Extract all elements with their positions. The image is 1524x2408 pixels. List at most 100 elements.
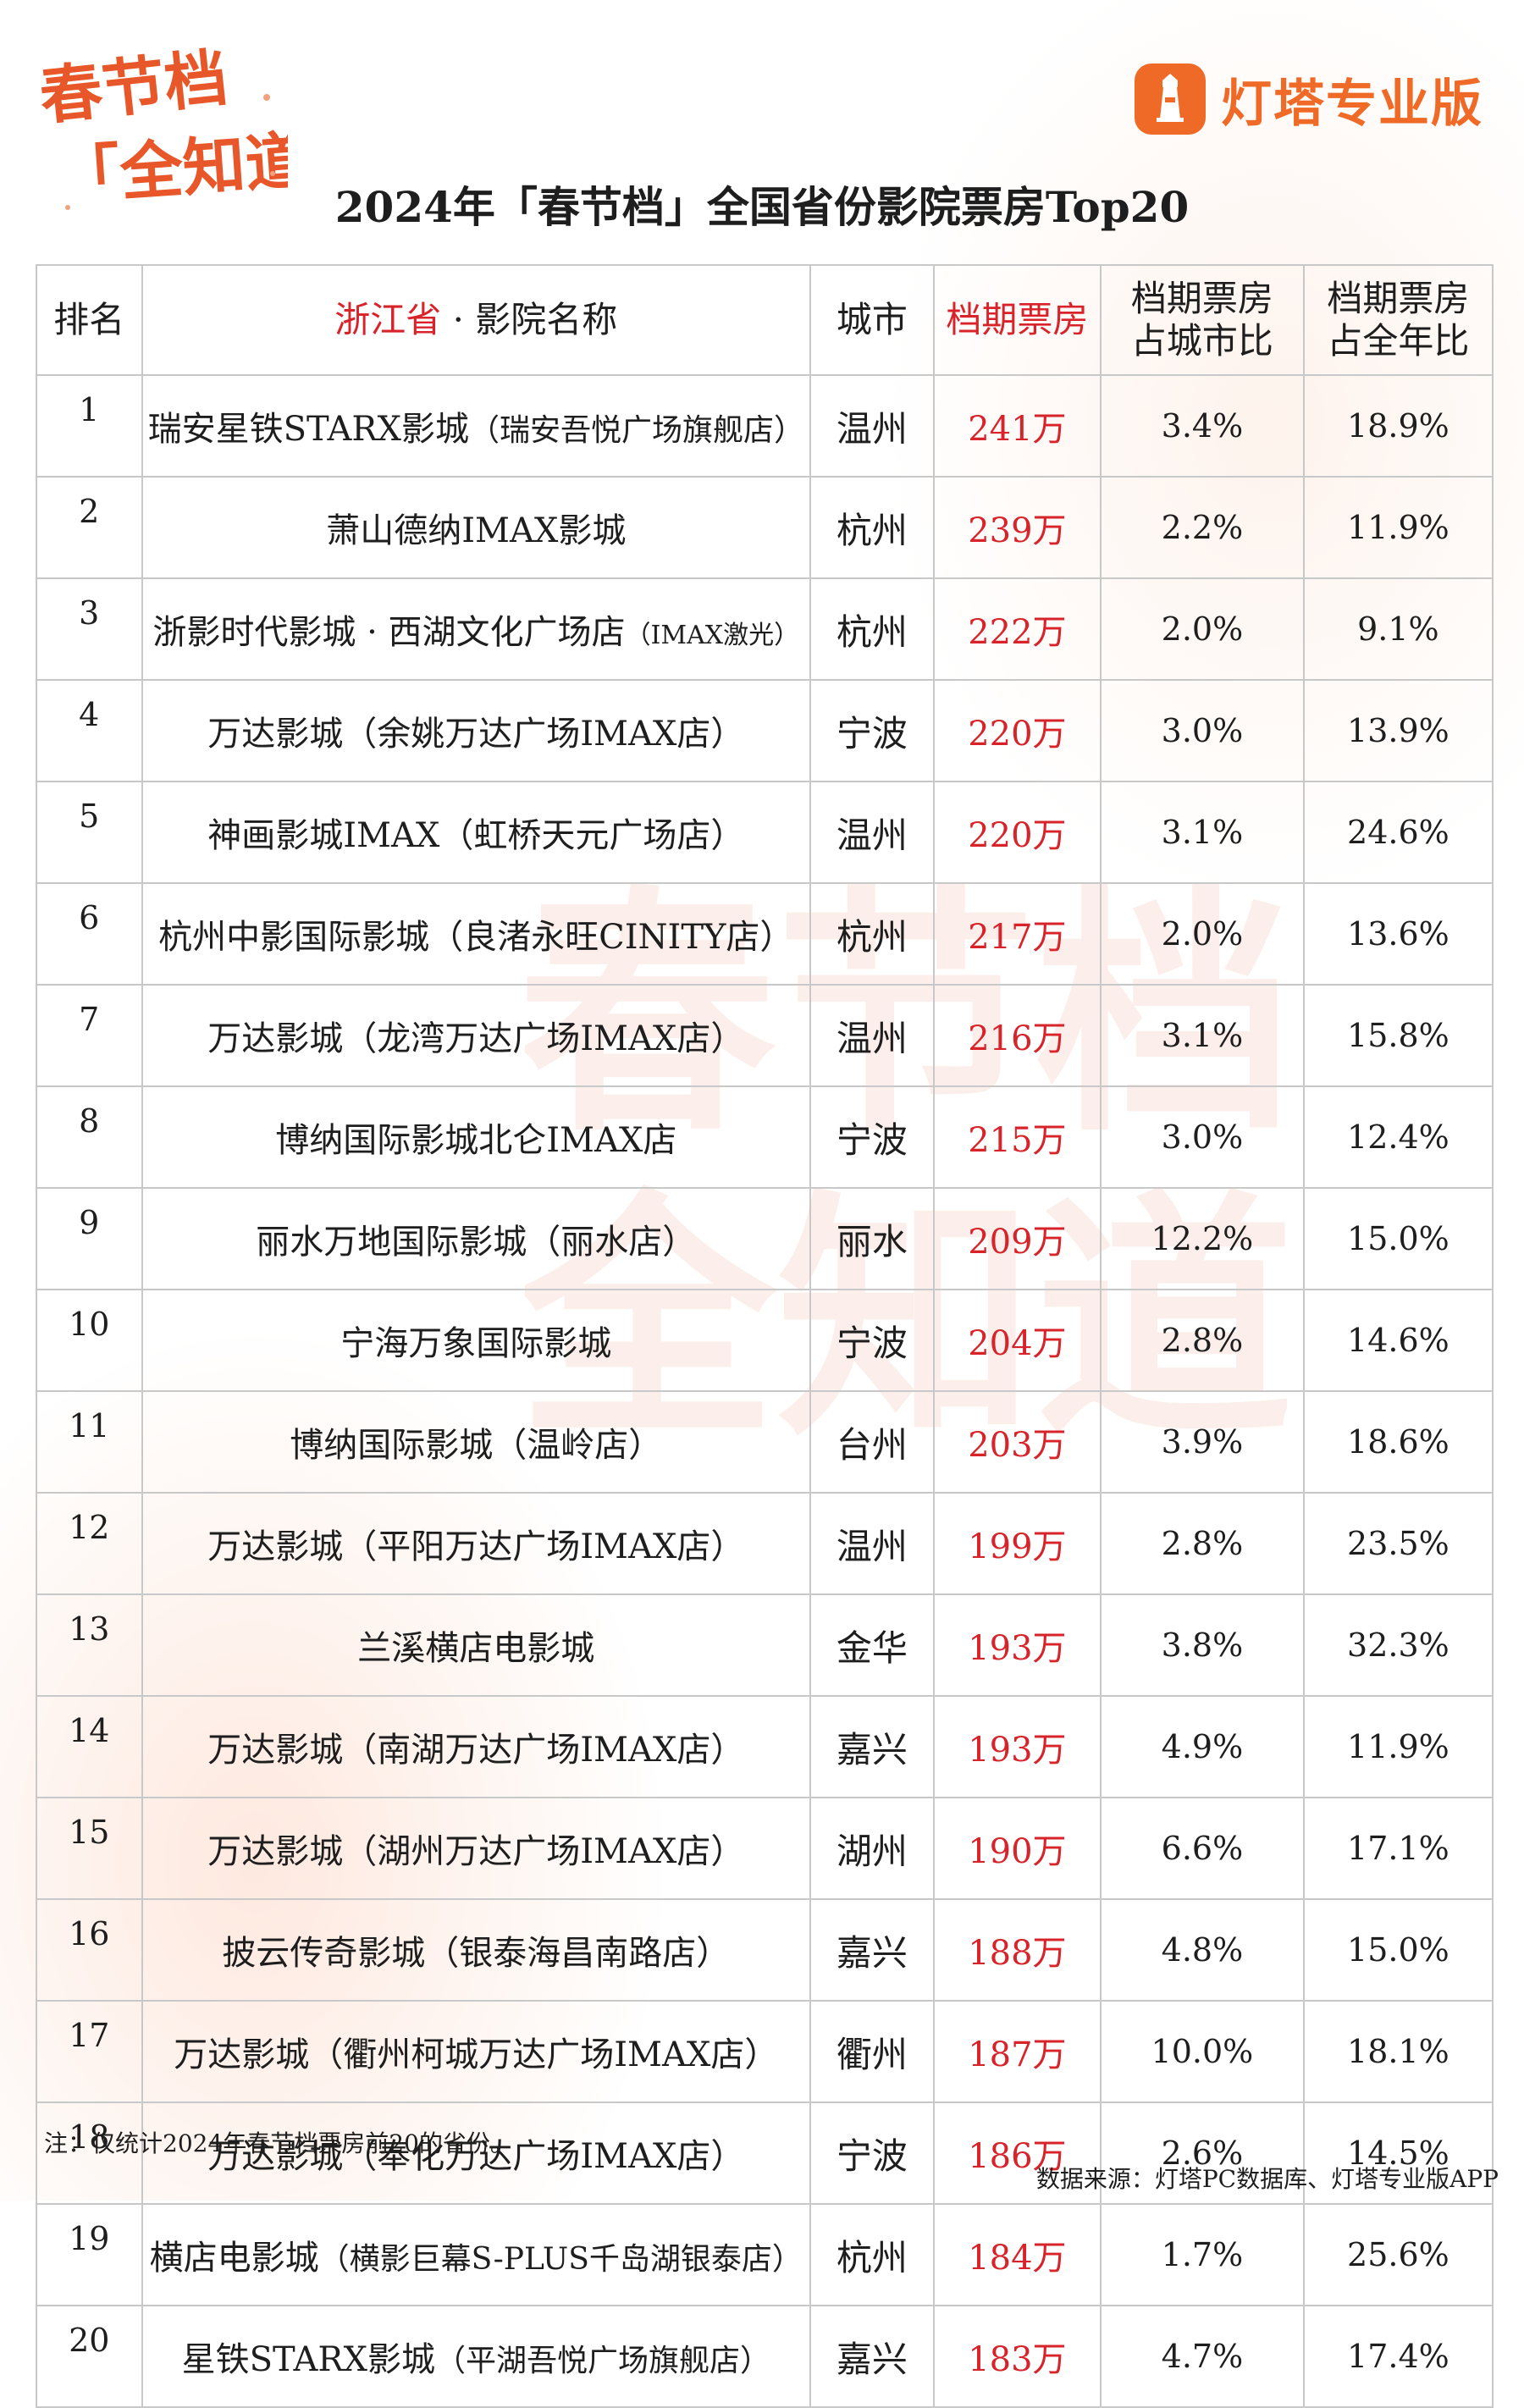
cell-rank: 18 xyxy=(36,2101,143,2205)
cell-year-share: 18.9% xyxy=(1302,374,1494,478)
cinema-name-main: 博纳国际影城北仑IMAX店 xyxy=(275,1121,677,1160)
table-body: 1 瑞安星铁STARX影城（瑞安吾悦广场旗舰店） 温州 241万 3.4% 18.9% 2 萧… xyxy=(36,374,1494,2408)
cinema-name-sub: （瑞安吾悦广场旗舰店） xyxy=(468,413,804,448)
cinema-name-main: 浙影时代影城 · 西湖文化广场店 xyxy=(152,613,626,652)
data-source: 数据来源：灯塔PC数据库、灯塔专业版APP xyxy=(1035,2165,1499,2193)
cell-city-share: 1.7% xyxy=(1100,2203,1305,2306)
cell-year-share: 15.0% xyxy=(1302,1187,1494,1290)
cinema-name-main: 丽水万地国际影城（丽水店） xyxy=(256,1223,697,1262)
cell-cinema-name: 萧山德纳IMAX影城 xyxy=(141,476,812,579)
cell-rank: 4 xyxy=(36,679,143,782)
cell-city: 杭州 xyxy=(809,476,935,579)
cell-city-share: 2.2% xyxy=(1100,476,1305,579)
cell-rank: 20 xyxy=(36,2305,143,2408)
cell-city: 金华 xyxy=(809,1593,935,1697)
header-city-share: 档期票房 占城市比 xyxy=(1100,264,1305,376)
cell-city: 宁波 xyxy=(809,679,935,782)
table-row: 10 宁海万象国际影城 宁波 204万 2.8% 14.6% xyxy=(36,1289,1494,1392)
cell-city: 丽水 xyxy=(809,1187,935,1290)
cinema-name-sub: （横影巨幕S-PLUS千岛湖银泰店） xyxy=(318,2242,803,2277)
cell-rank: 19 xyxy=(36,2203,143,2306)
table-row: 14 万达影城（南湖万达广场IMAX店） 嘉兴 193万 4.9% 11.9% xyxy=(36,1695,1494,1798)
cell-box-office: 220万 xyxy=(932,679,1102,782)
cell-city-share: 3.0% xyxy=(1100,1085,1305,1189)
cell-cinema-name: 披云传奇影城（银泰海昌南路店） xyxy=(141,1898,812,2002)
cell-city-share: 4.7% xyxy=(1100,2305,1305,2408)
table-row: 3 浙影时代影城 · 西湖文化广场店（IMAX激光） 杭州 222万 2.0% 9.1% xyxy=(36,577,1494,681)
cell-cinema-name: 万达影城（南湖万达广场IMAX店） xyxy=(141,1695,812,1798)
cell-rank: 16 xyxy=(36,1898,143,2002)
cell-box-office: 183万 xyxy=(932,2305,1102,2408)
header-year-share-line1: 档期票房 xyxy=(1327,277,1470,319)
cell-rank: 7 xyxy=(36,984,143,1087)
cell-box-office: 216万 xyxy=(932,984,1102,1087)
cell-city: 台州 xyxy=(809,1390,935,1494)
header-rank: 排名 xyxy=(36,264,143,376)
cell-box-office: 184万 xyxy=(932,2203,1102,2306)
table-row: 20 星铁STARX影城（平湖吾悦广场旗舰店） 嘉兴 183万 4.7% 17.4% xyxy=(36,2305,1494,2408)
cell-year-share: 9.1% xyxy=(1302,577,1494,681)
cell-city-share: 3.8% xyxy=(1100,1593,1305,1697)
cell-cinema-name: 万达影城（奉化万达广场IMAX店） xyxy=(141,2101,812,2205)
cell-year-share: 17.4% xyxy=(1302,2305,1494,2408)
cell-city: 宁波 xyxy=(809,2101,935,2205)
cell-rank: 2 xyxy=(36,476,143,579)
cinema-name-main: 兰溪横店电影城 xyxy=(357,1629,595,1668)
cell-city-share: 6.6% xyxy=(1100,1797,1305,1900)
cinema-name-main: 万达影城（余姚万达广场IMAX店） xyxy=(207,715,745,754)
cell-year-share: 15.8% xyxy=(1302,984,1494,1087)
cell-city: 杭州 xyxy=(809,882,935,986)
cell-rank: 14 xyxy=(36,1695,143,1798)
cinema-name-main: 万达影城（龙湾万达广场IMAX店） xyxy=(207,1019,745,1058)
cell-city-share: 3.0% xyxy=(1100,679,1305,782)
cell-city: 宁波 xyxy=(809,1289,935,1392)
table-row: 13 兰溪横店电影城 金华 193万 3.8% 32.3% xyxy=(36,1593,1494,1697)
cell-city-share: 4.8% xyxy=(1100,1898,1305,2002)
cell-year-share: 13.9% xyxy=(1302,679,1494,782)
page-title: 2024年「春节档」全国省份影院票房Top20 xyxy=(334,182,1190,232)
cell-city-share: 2.0% xyxy=(1100,882,1305,986)
cell-box-office: 220万 xyxy=(932,781,1102,884)
cinema-name-main: 宁海万象国际影城 xyxy=(340,1324,612,1363)
cinema-name-main: 瑞安星铁STARX影城 xyxy=(147,410,469,449)
cell-year-share: 14.6% xyxy=(1302,1289,1494,1392)
svg-text:春节档: 春节档 xyxy=(36,47,231,134)
cell-cinema-name: 横店电影城（横影巨幕S-PLUS千岛湖银泰店） xyxy=(141,2203,812,2306)
cell-cinema-name: 万达影城（湖州万达广场IMAX店） xyxy=(141,1797,812,1900)
cell-cinema-name: 杭州中影国际影城（良渚永旺CINITY店） xyxy=(141,882,812,986)
cell-city: 杭州 xyxy=(809,577,935,681)
cell-rank: 3 xyxy=(36,577,143,681)
cell-cinema-name: 博纳国际影城北仑IMAX店 xyxy=(141,1085,812,1189)
cell-cinema-name: 星铁STARX影城（平湖吾悦广场旗舰店） xyxy=(141,2305,812,2408)
cell-box-office: 209万 xyxy=(932,1187,1102,1290)
cell-city-share: 2.8% xyxy=(1100,1492,1305,1595)
cell-box-office: 188万 xyxy=(932,1898,1102,2002)
cinema-name-main: 万达影城（南湖万达广场IMAX店） xyxy=(207,1731,745,1770)
cinema-name-main: 万达影城（奉化万达广场IMAX店） xyxy=(207,2137,745,2176)
cell-city: 杭州 xyxy=(809,2203,935,2306)
cell-cinema-name: 丽水万地国际影城（丽水店） xyxy=(141,1187,812,1290)
header-name-suffix: · 影院名称 xyxy=(441,298,618,340)
cinema-name-sub: （IMAX激光） xyxy=(625,621,800,650)
cell-city: 衢州 xyxy=(809,2000,935,2103)
cell-rank: 9 xyxy=(36,1187,143,1290)
cell-rank: 1 xyxy=(36,374,143,478)
lighthouse-logo-icon xyxy=(1135,64,1206,135)
cell-city: 嘉兴 xyxy=(809,2305,935,2408)
cell-box-office: 199万 xyxy=(932,1492,1102,1595)
table-row: 17 万达影城（衢州柯城万达广场IMAX店） 衢州 187万 10.0% 18.1% xyxy=(36,2000,1494,2103)
table-header-row: 排名 浙江省 · 影院名称 城市 档期票房 档期票房 占城市比 档期票房 占全年比 xyxy=(36,264,1494,376)
cell-city-share: 3.1% xyxy=(1100,781,1305,884)
cinema-name-main: 披云传奇影城（银泰海昌南路店） xyxy=(222,1934,731,1973)
cell-city: 温州 xyxy=(809,984,935,1087)
table-row: 8 博纳国际影城北仑IMAX店 宁波 215万 3.0% 12.4% xyxy=(36,1085,1494,1189)
cell-cinema-name: 万达影城（平阳万达广场IMAX店） xyxy=(141,1492,812,1595)
cell-year-share: 17.1% xyxy=(1302,1797,1494,1900)
cell-year-share: 18.6% xyxy=(1302,1390,1494,1494)
cell-rank: 5 xyxy=(36,781,143,884)
cell-cinema-name: 万达影城（衢州柯城万达广场IMAX店） xyxy=(141,2000,812,2103)
cinema-name-main: 横店电影城 xyxy=(149,2239,319,2278)
cinema-name-main: 万达影城（平阳万达广场IMAX店） xyxy=(207,1527,745,1566)
cell-rank: 11 xyxy=(36,1390,143,1494)
cell-city: 嘉兴 xyxy=(809,1695,935,1798)
